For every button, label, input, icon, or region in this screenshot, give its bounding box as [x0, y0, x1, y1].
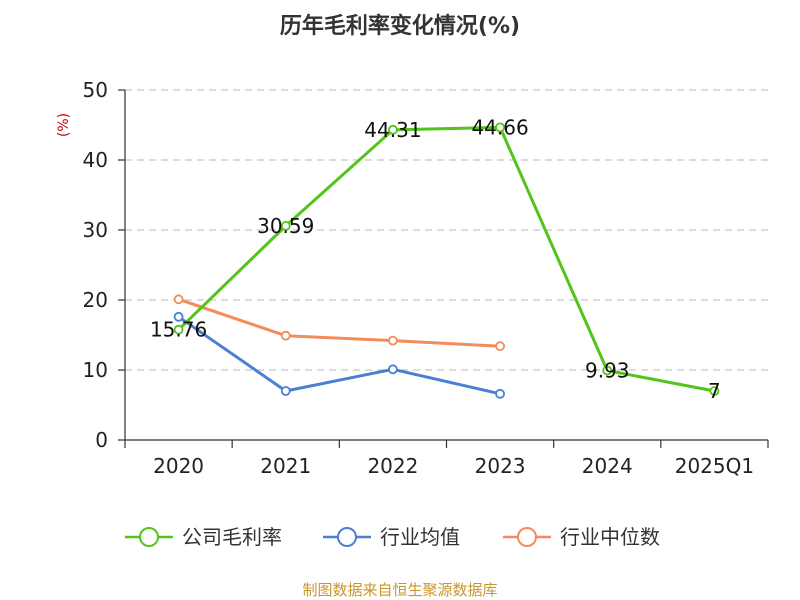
x-tick-label: 2021 — [260, 454, 311, 478]
data-point — [173, 294, 184, 305]
data-point — [388, 364, 398, 375]
data-point — [495, 122, 505, 133]
grid-layer — [125, 89, 768, 371]
data-label: 15.76 — [150, 318, 207, 342]
y-tick-label: 50 — [83, 78, 108, 102]
legend-marker — [517, 527, 537, 547]
legend: 公司毛利率 行业均值 行业中位数 — [125, 525, 660, 549]
y-tick-label: 30 — [83, 218, 108, 242]
data-label: 44.66 — [471, 115, 528, 139]
data-point — [280, 386, 291, 396]
series-line-0 — [177, 125, 715, 393]
series-line-2 — [178, 297, 501, 348]
data-point — [173, 311, 184, 322]
data-point — [602, 365, 613, 376]
legend-label: 行业均值 — [380, 525, 460, 549]
legend-marker — [139, 527, 159, 547]
data-label: 30.59 — [257, 214, 314, 238]
data-point — [495, 388, 505, 399]
x-tick-label: 2022 — [367, 454, 418, 478]
x-tick-label: 2023 — [475, 454, 526, 478]
data-label-layer: 15.76 30.59 44.31 44.66 9.93 7 — [150, 115, 721, 403]
data-label: 44.31 — [364, 118, 421, 142]
legend-label: 行业中位数 — [560, 525, 660, 549]
series-line-1 — [177, 315, 501, 396]
y-tick-label: 40 — [83, 148, 108, 172]
series-layer — [173, 122, 720, 399]
y-tick-label: 10 — [83, 358, 108, 382]
data-point — [495, 341, 505, 352]
y-tick-label: 0 — [95, 428, 108, 452]
y-axis-label: (%) — [56, 113, 72, 137]
data-point — [388, 124, 398, 135]
chart-title: 历年毛利率变化情况(%) — [280, 13, 520, 39]
source-note: 制图数据来自恒生聚源数据库 — [302, 581, 497, 599]
x-tick-label: 2025Q1 — [675, 454, 754, 478]
data-point — [173, 324, 184, 335]
legend-label: 公司毛利率 — [182, 525, 282, 549]
data-point — [280, 330, 291, 341]
x-tick-label: 2020 — [153, 454, 204, 478]
data-point — [709, 386, 720, 396]
legend-marker — [337, 527, 357, 547]
axis-layer: 0 10 20 30 40 50 2020 2021 2022 2023 2024 2025Q1 — [83, 78, 769, 478]
x-tick-label: 2024 — [582, 454, 633, 478]
data-label: 7 — [708, 379, 721, 403]
data-label: 9.93 — [585, 358, 630, 382]
data-point — [388, 335, 398, 346]
y-tick-label: 20 — [83, 288, 108, 312]
data-point — [280, 220, 291, 231]
